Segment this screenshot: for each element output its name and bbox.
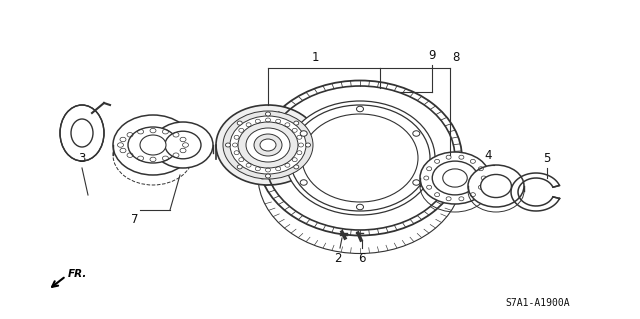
Ellipse shape <box>432 161 477 195</box>
Text: 6: 6 <box>358 252 365 265</box>
Ellipse shape <box>300 180 307 185</box>
Ellipse shape <box>165 131 201 159</box>
Ellipse shape <box>294 121 299 125</box>
Ellipse shape <box>230 116 306 174</box>
Ellipse shape <box>238 122 298 168</box>
Ellipse shape <box>153 122 213 168</box>
Ellipse shape <box>356 204 364 210</box>
Ellipse shape <box>302 114 418 202</box>
Ellipse shape <box>225 143 230 147</box>
Text: 5: 5 <box>543 152 550 165</box>
Ellipse shape <box>258 80 462 235</box>
Text: 8: 8 <box>452 51 460 64</box>
Ellipse shape <box>113 115 193 175</box>
Ellipse shape <box>266 112 271 116</box>
Ellipse shape <box>140 135 166 155</box>
Ellipse shape <box>420 152 490 204</box>
Text: 1: 1 <box>311 51 319 64</box>
Ellipse shape <box>216 105 320 185</box>
Ellipse shape <box>260 139 276 151</box>
Text: FR.: FR. <box>68 269 88 279</box>
Text: 9: 9 <box>428 49 436 62</box>
Ellipse shape <box>481 174 511 197</box>
Ellipse shape <box>237 165 242 169</box>
Ellipse shape <box>285 101 435 215</box>
Text: S7A1-A1900A: S7A1-A1900A <box>506 298 570 308</box>
Ellipse shape <box>128 127 178 163</box>
Ellipse shape <box>290 105 430 211</box>
Ellipse shape <box>294 165 299 169</box>
Ellipse shape <box>246 128 290 162</box>
Ellipse shape <box>443 169 467 187</box>
Ellipse shape <box>356 106 364 112</box>
Ellipse shape <box>254 134 282 156</box>
Ellipse shape <box>60 105 104 161</box>
Text: 2: 2 <box>334 252 342 265</box>
Ellipse shape <box>300 131 307 136</box>
Text: 7: 7 <box>131 213 139 226</box>
Ellipse shape <box>266 174 271 178</box>
Ellipse shape <box>237 121 242 125</box>
Ellipse shape <box>468 165 524 207</box>
Ellipse shape <box>223 111 313 179</box>
Ellipse shape <box>413 180 420 185</box>
Ellipse shape <box>305 143 310 147</box>
Text: 4: 4 <box>484 149 492 162</box>
Text: 3: 3 <box>78 152 86 165</box>
Ellipse shape <box>413 131 420 136</box>
